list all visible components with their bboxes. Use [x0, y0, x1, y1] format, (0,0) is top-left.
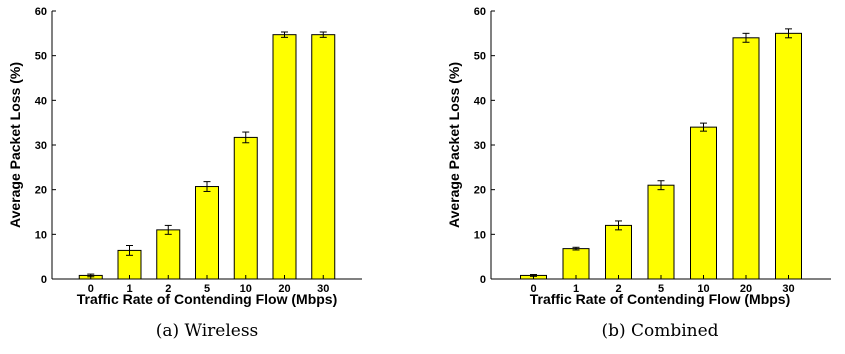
- y-tick-label: 50: [35, 51, 47, 63]
- error-bar: [742, 32, 750, 43]
- bar: [562, 248, 590, 280]
- y-tick-label: 50: [474, 51, 486, 63]
- error-bar: [572, 246, 580, 251]
- bar: [233, 136, 258, 280]
- x-tick-label: 1: [126, 283, 132, 295]
- y-tick-label: 20: [474, 185, 486, 197]
- y-tick-label: 60: [474, 6, 486, 18]
- bar: [195, 186, 219, 280]
- error-bar: [785, 28, 792, 39]
- x-tick-label: 10: [240, 283, 252, 295]
- bar: [156, 229, 181, 280]
- y-ticks: 0 10 20 30 40 50 60: [474, 6, 495, 286]
- x-tick-label: 20: [740, 283, 752, 295]
- x-tick-label: 0: [88, 283, 94, 295]
- y-tick-label: 30: [474, 140, 486, 152]
- y-tick-label: 20: [35, 185, 47, 197]
- bar: [775, 32, 802, 280]
- error-bar: [242, 131, 250, 144]
- bar: [690, 126, 717, 280]
- y-axis-label: Average Packet Loss (%): [446, 62, 462, 228]
- x-tick-label: 5: [204, 283, 210, 295]
- y-tick-label: 0: [480, 274, 486, 286]
- error-bar: [615, 220, 622, 231]
- bars-group: [78, 31, 336, 280]
- x-tick-label: 20: [278, 283, 290, 295]
- error-bar: [203, 181, 211, 192]
- x-tick-label: 2: [165, 283, 171, 295]
- panel-caption: (b) Combined: [601, 321, 718, 341]
- x-tick-label: 5: [658, 283, 664, 295]
- y-tick-label: 0: [41, 274, 47, 286]
- chart-panel-wireless: 0 10 20 30 40 50 60 0 1 2 5 10 20 30 Traffic Rate of…: [7, 6, 362, 341]
- y-tick-label: 60: [35, 6, 47, 18]
- x-ticks: 0 1 2 5 10 20 30: [530, 275, 795, 295]
- x-ticks: 0 1 2 5 10 20 30: [88, 275, 329, 295]
- y-tick-label: 40: [474, 95, 486, 107]
- y-tick-label: 10: [35, 229, 47, 241]
- chart-panel-combined: 0 10 20 30 40 50 60 0 1 2 5 10 20 30 Traffic Rate of…: [446, 6, 831, 341]
- error-bar: [164, 224, 172, 235]
- bar: [732, 37, 760, 280]
- bar: [605, 224, 632, 280]
- x-tick-label: 2: [615, 283, 621, 295]
- panel-caption: (a) Wireless: [156, 321, 259, 341]
- y-tick-label: 30: [35, 140, 47, 152]
- x-axis-label: Traffic Rate of Contending Flow (Mbps): [530, 291, 791, 307]
- error-bar: [700, 122, 707, 132]
- y-tick-label: 40: [35, 95, 47, 107]
- x-axis-label: Traffic Rate of Contending Flow (Mbps): [77, 291, 338, 307]
- error-bar: [281, 31, 288, 38]
- bar: [311, 34, 336, 280]
- error-bar: [126, 245, 133, 256]
- bars-group: [520, 28, 802, 280]
- error-bar: [319, 31, 327, 38]
- x-tick-label: 1: [573, 283, 579, 295]
- x-tick-label: 30: [782, 283, 794, 295]
- error-bar: [657, 180, 665, 191]
- bar: [647, 184, 675, 280]
- y-axis-label: Average Packet Loss (%): [7, 62, 23, 228]
- x-tick-label: 30: [317, 283, 329, 295]
- y-ticks: 0 10 20 30 40 50 60: [35, 6, 56, 286]
- bar: [272, 34, 297, 280]
- x-tick-label: 10: [697, 283, 709, 295]
- y-tick-label: 10: [474, 229, 486, 241]
- x-tick-label: 0: [530, 283, 536, 295]
